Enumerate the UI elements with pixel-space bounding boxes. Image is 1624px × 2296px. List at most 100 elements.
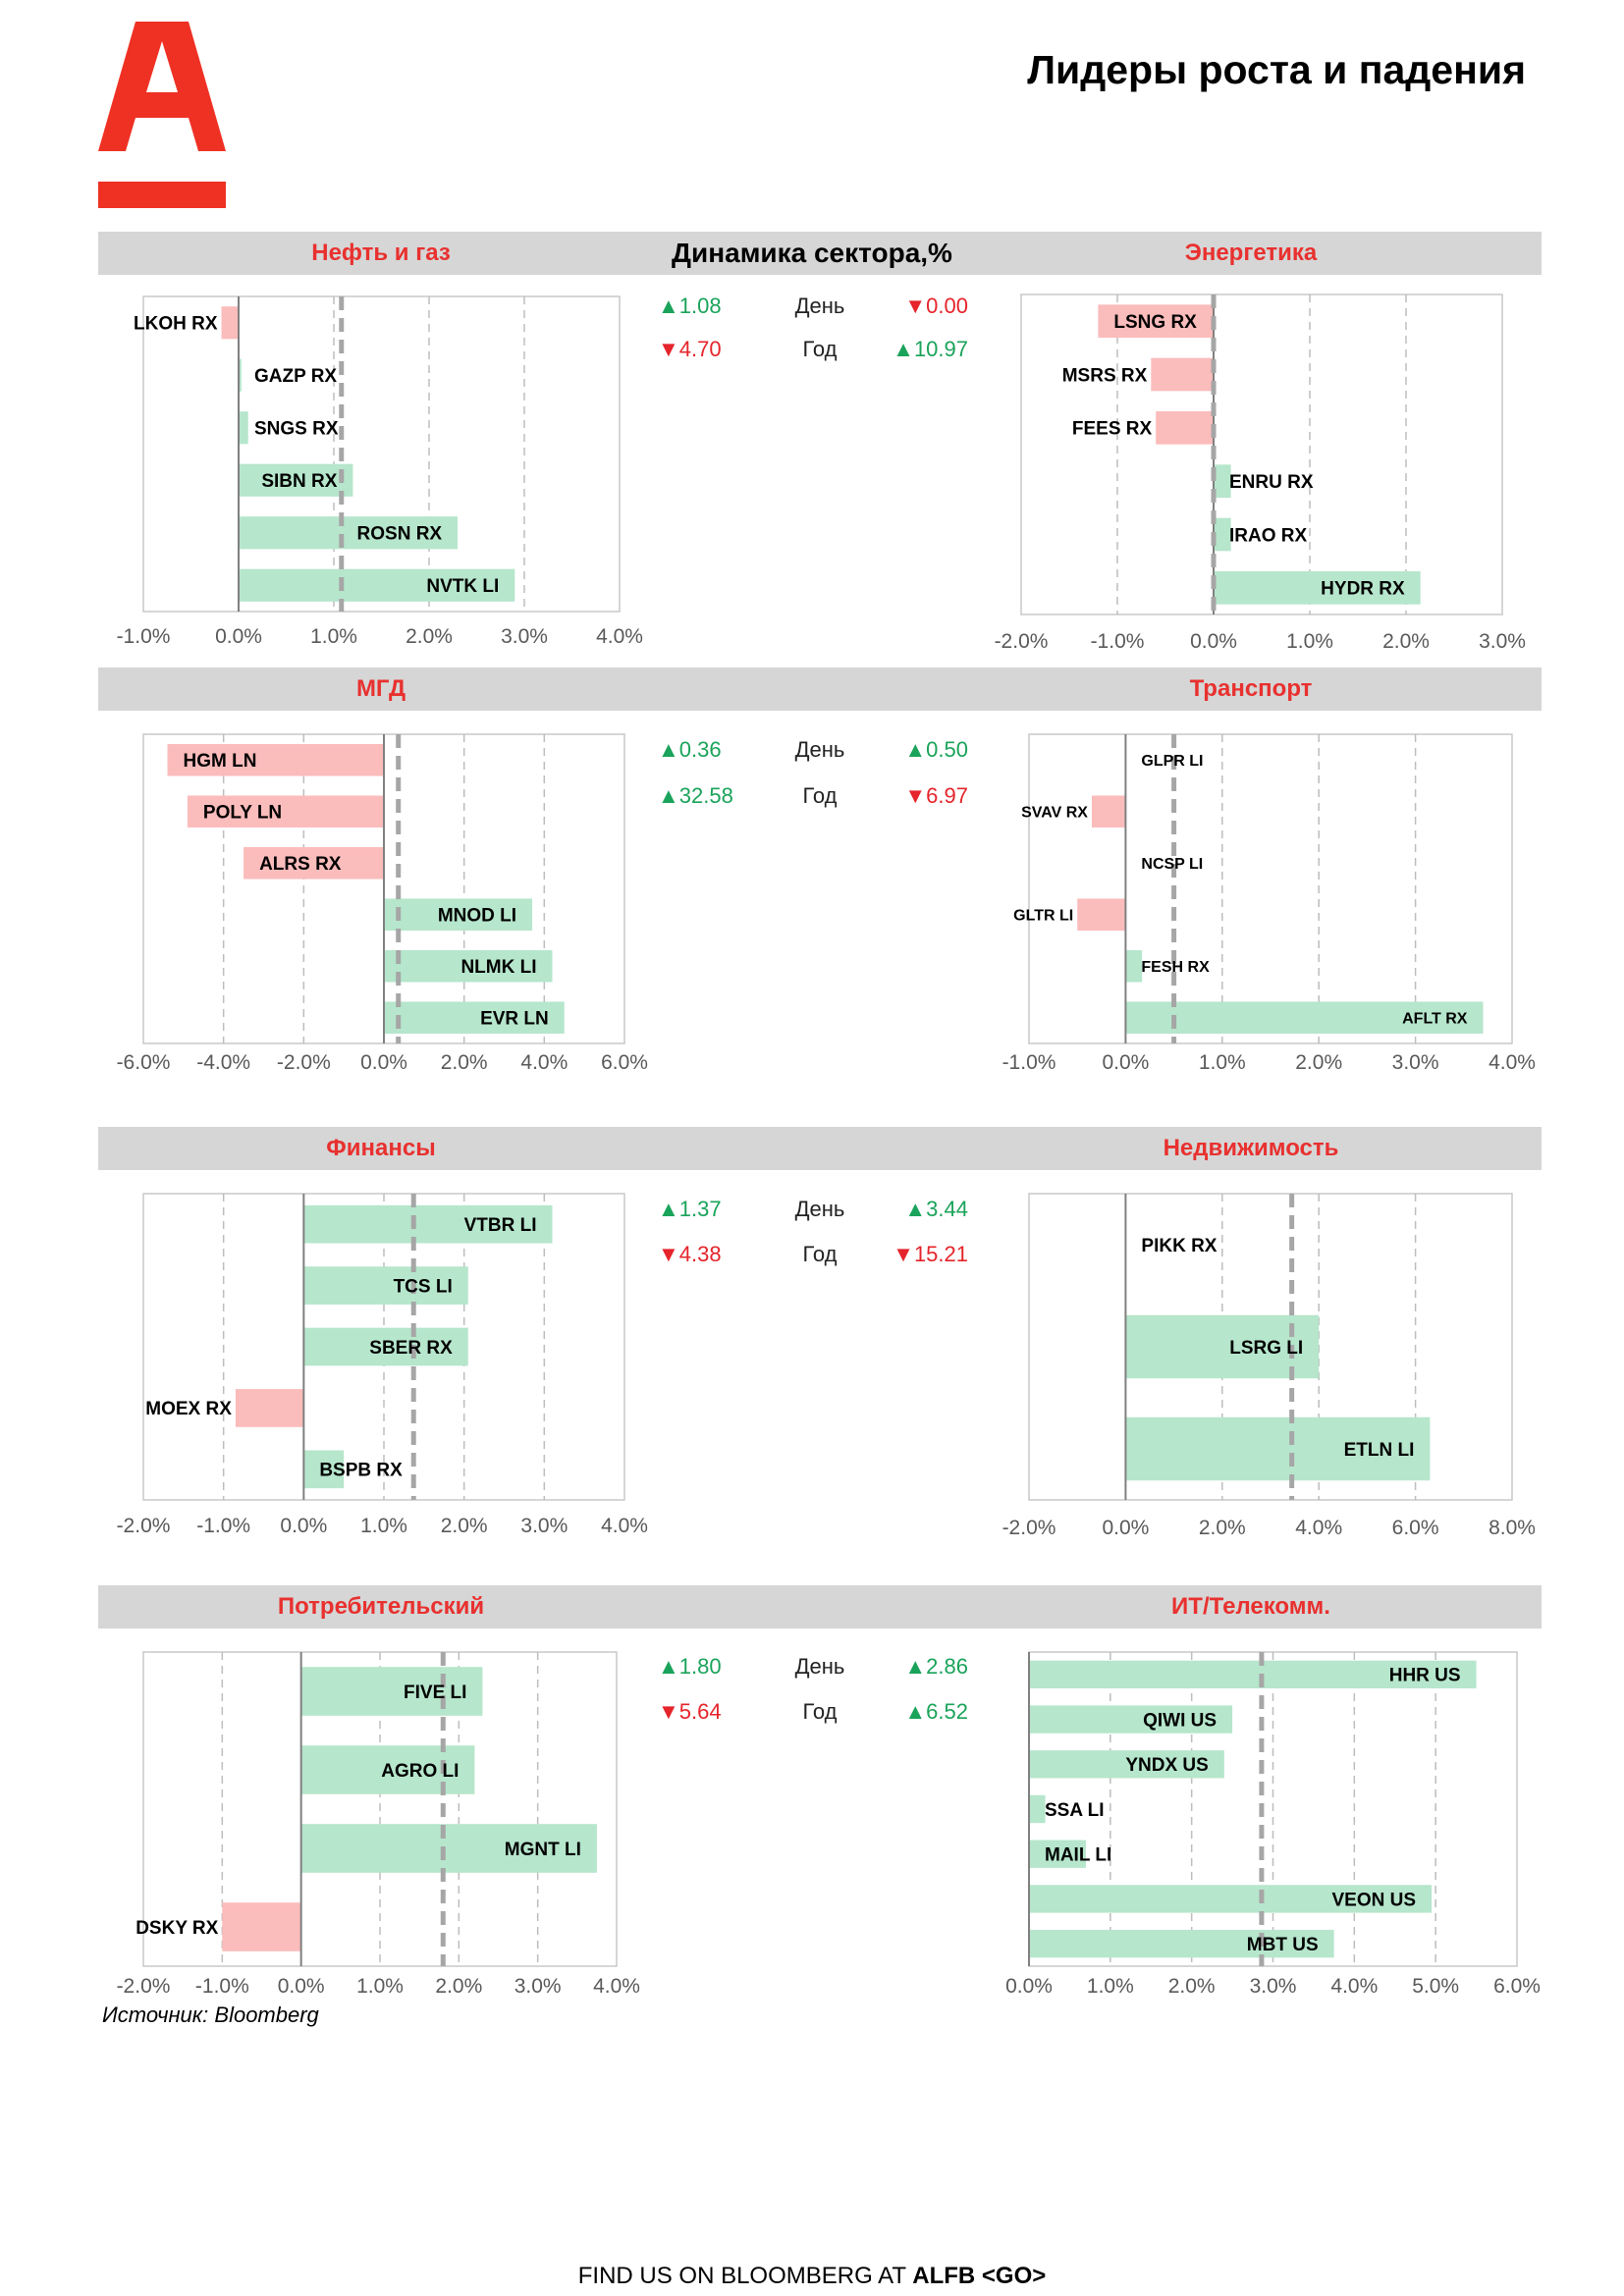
bar-label: ROSN RX: [357, 524, 443, 545]
bar-label: PIKK RX: [1141, 1236, 1217, 1256]
stat-arrow: ▲: [658, 737, 679, 762]
bar: [187, 795, 384, 828]
sector-dynamics-header: Динамика сектора,%: [672, 238, 952, 268]
stat-value: 0.36: [678, 737, 722, 762]
stat-label-day: День: [794, 737, 845, 762]
stat-value: 4.70: [678, 337, 722, 361]
stat-label-day: День: [794, 294, 845, 318]
stat-value: 5.64: [678, 1699, 722, 1724]
stat-label-year: Год: [802, 1242, 838, 1266]
bar: [244, 846, 384, 880]
stat-arrow: ▼: [904, 783, 927, 808]
bar-label: EVR LN: [480, 1009, 549, 1030]
plot-frame: [1028, 733, 1513, 1044]
tick-label: -2.0%: [1002, 1517, 1056, 1539]
bar-label: MOEX RX: [145, 1399, 232, 1419]
bar: [239, 463, 353, 497]
bar-label: HYDR RX: [1321, 579, 1405, 600]
tick-label: 3.0%: [1250, 1975, 1297, 1998]
stat-right-year: ▼6.97: [864, 782, 968, 810]
bar: [1214, 464, 1231, 499]
stat-arrow: ▲: [658, 783, 679, 808]
stat-value: 6.97: [926, 783, 968, 808]
tick-label: 8.0%: [1489, 1517, 1536, 1539]
bar: [1125, 1416, 1431, 1481]
stat-right-year: ▲10.97: [864, 336, 968, 363]
tick-label: 4.0%: [1330, 1975, 1378, 1998]
chart-oil-gas: -1.0% 0.0% 1.0% 2.0% 3.0% 4.0% LKOH RX GAZP RX S…: [117, 295, 643, 648]
bar: [300, 1745, 475, 1794]
stat-arrow: ▲: [893, 337, 914, 361]
tick-label: -4.0%: [196, 1051, 250, 1074]
tick-label: 1.0%: [356, 1975, 404, 1998]
bar-label: VTBR LI: [464, 1215, 537, 1236]
stat-value: 1.80: [678, 1654, 722, 1679]
tick-label: 0.0%: [1005, 1975, 1053, 1998]
bar: [1029, 1660, 1477, 1689]
tick-label: 2.0%: [1199, 1517, 1246, 1539]
tick-label: 3.0%: [1479, 630, 1526, 653]
stat-label-year: Год: [802, 1699, 838, 1724]
tick-label: 0.0%: [360, 1051, 407, 1074]
bar: [303, 1204, 553, 1244]
stat-value: 2.86: [926, 1654, 968, 1679]
bar: [1029, 1750, 1224, 1779]
stat-value: 4.38: [678, 1242, 722, 1266]
stat-value: 15.21: [913, 1242, 968, 1266]
bar-label: BSPB RX: [319, 1461, 403, 1481]
stat-value: 32.58: [678, 783, 733, 808]
bar: [1151, 357, 1214, 392]
footer: FIND US ON BLOOMBERG AT ALFB <GO>: [0, 2263, 1624, 2290]
bar: [1077, 898, 1126, 932]
bar-label: ETLN LI: [1344, 1440, 1415, 1461]
bar: [239, 516, 459, 550]
bar-label: NLMK LI: [460, 957, 536, 978]
bar-label: GLPR LI: [1141, 753, 1203, 770]
tick-label: 3.0%: [501, 625, 548, 648]
tick-label: 1.0%: [1199, 1051, 1246, 1074]
tick-label: 0.0%: [1190, 630, 1237, 653]
bar-label: SBER RX: [369, 1338, 453, 1359]
tick-label: -1.0%: [196, 1515, 250, 1537]
sector-title-oil-gas: Нефть и газ: [311, 240, 451, 266]
tick-label: 2.0%: [441, 1515, 488, 1537]
tick-label: 3.0%: [520, 1515, 568, 1537]
tick-label: 0.0%: [1102, 1517, 1149, 1539]
chart-consumer: -2.0% -1.0% 0.0% 1.0% 2.0% 3.0% 4.0% FIVE LI AGR…: [117, 1651, 640, 1998]
stat-left-day: ▲1.08: [658, 293, 722, 320]
bar-label: DSKY RX: [135, 1918, 218, 1939]
bar-label: NCSP LI: [1141, 856, 1203, 873]
bar-label: MBT US: [1247, 1935, 1319, 1955]
tick-label: 1.0%: [310, 625, 357, 648]
bar-label: MSRS RX: [1062, 365, 1148, 386]
bar: [1029, 1794, 1046, 1824]
tick-label: -2.0%: [117, 1515, 171, 1537]
tick-label: -1.0%: [1002, 1051, 1056, 1074]
stat-left-day: ▲1.80: [658, 1653, 722, 1681]
bar: [239, 411, 248, 445]
bar-label: MGNT LI: [505, 1840, 581, 1860]
tick-label: 2.0%: [1382, 630, 1430, 653]
stat-arrow: ▲: [904, 737, 927, 762]
stat-value: 10.97: [913, 337, 968, 361]
bar: [1156, 410, 1214, 445]
chart-realestate: -2.0% 0.0% 2.0% 4.0% 6.0% 8.0% PIKK RX LSRG LI E…: [1002, 1193, 1536, 1539]
plot-frame: [1020, 294, 1503, 615]
stat-arrow: ▲: [904, 1654, 927, 1679]
bar-label: ENRU RX: [1229, 472, 1314, 493]
stat-right-year: ▲6.52: [864, 1698, 968, 1726]
tick-label: 3.0%: [1392, 1051, 1439, 1074]
bar-label: MNOD LI: [438, 906, 516, 927]
logo-underline: [98, 182, 226, 208]
stat-arrow: ▼: [658, 1242, 679, 1266]
tick-label: 6.0%: [1493, 1975, 1541, 1998]
stat-left-year: ▼4.70: [658, 336, 722, 363]
bar: [384, 898, 533, 932]
bar-label: ALRS RX: [259, 854, 342, 875]
tick-label: 4.0%: [1295, 1517, 1342, 1539]
bar-label: VEON US: [1331, 1890, 1416, 1910]
stat-arrow: ▲: [904, 1197, 927, 1221]
bar-label: TCS LI: [394, 1276, 453, 1297]
tick-label: 4.0%: [520, 1051, 568, 1074]
bar-label: LSRG LI: [1229, 1338, 1303, 1359]
